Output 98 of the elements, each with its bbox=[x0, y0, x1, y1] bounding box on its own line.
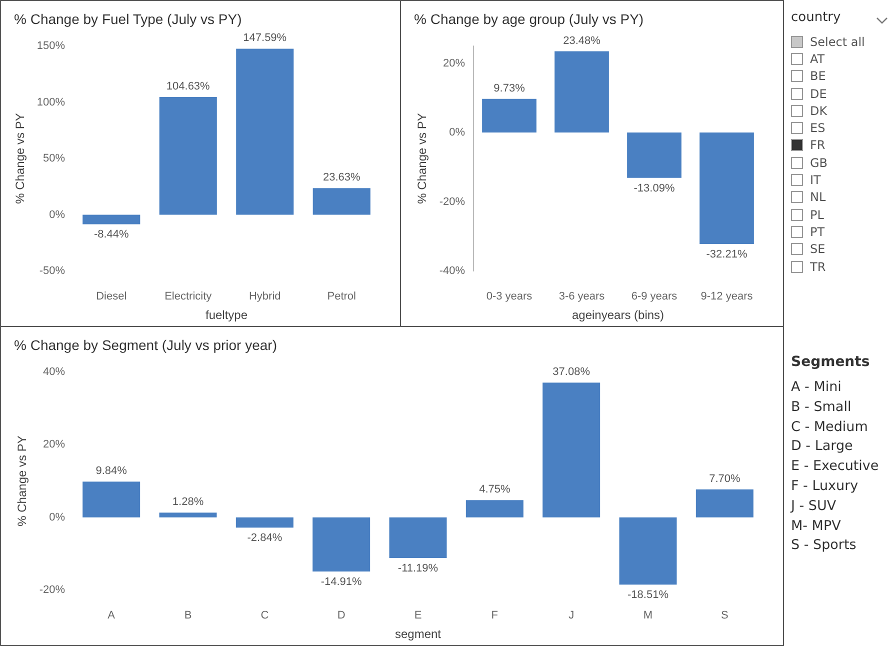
category-label: BE bbox=[810, 69, 826, 84]
data-label: 9.73% bbox=[494, 82, 526, 94]
y-tick-label: 0% bbox=[49, 208, 66, 221]
x-tick-label: D bbox=[337, 610, 346, 622]
x-tick-label: Hybrid bbox=[248, 290, 281, 302]
category-label: DK bbox=[810, 104, 828, 118]
category-label: Select all bbox=[810, 34, 865, 49]
bar bbox=[542, 382, 600, 518]
y-tick-label: 20% bbox=[442, 57, 466, 70]
category-label: DE bbox=[810, 86, 827, 101]
x-axis-title: segment bbox=[394, 627, 442, 641]
category-label: TR bbox=[810, 260, 826, 274]
bar bbox=[159, 97, 217, 215]
data-label: -2.84% bbox=[247, 532, 282, 544]
x-tick-label: S bbox=[720, 610, 728, 622]
text: M- MPV bbox=[791, 516, 842, 536]
x-tick-label: J bbox=[568, 610, 574, 622]
data-label: 104.63% bbox=[166, 80, 210, 93]
bar bbox=[82, 482, 140, 518]
x-tick-label: E bbox=[414, 610, 422, 622]
bar bbox=[312, 517, 370, 572]
x-tick-label: Petrol bbox=[327, 290, 356, 302]
bar bbox=[236, 517, 294, 528]
y-tick-label: -50% bbox=[39, 265, 66, 277]
category-label: SE bbox=[810, 242, 826, 256]
y-axis-title: % Change vs PY bbox=[12, 113, 27, 204]
y-axis-title: % Change vs PY bbox=[15, 436, 29, 526]
category-label: AT bbox=[810, 52, 825, 66]
data-label: 23.63% bbox=[322, 172, 360, 184]
chart-title: % Change by Segment (July vs prior year) bbox=[14, 337, 277, 353]
bar bbox=[159, 512, 217, 518]
x-tick-label: M bbox=[643, 610, 653, 622]
data-label: 23.48% bbox=[563, 34, 601, 47]
bar bbox=[700, 132, 754, 244]
y-tick-label: -40% bbox=[439, 265, 466, 277]
x-tick-label: Diesel bbox=[96, 290, 127, 302]
y-tick-label: 100% bbox=[36, 96, 66, 108]
y-tick-label: 150% bbox=[36, 40, 66, 52]
data-label: -13.09% bbox=[634, 182, 675, 194]
x-tick-label: 9-12 years bbox=[700, 290, 754, 302]
x-axis-title: ageinyears (bins) bbox=[572, 308, 664, 322]
bar bbox=[389, 517, 447, 558]
data-label: 1.28% bbox=[172, 496, 204, 508]
category-label: ES bbox=[810, 121, 826, 136]
y-axis-title: % Change vs PY bbox=[415, 113, 429, 204]
text: E - Executive bbox=[791, 457, 880, 476]
y-tick-label: 20% bbox=[42, 438, 66, 451]
text: country bbox=[791, 10, 841, 25]
x-tick-label: 0-3 years bbox=[486, 290, 533, 302]
x-tick-label: Electricity bbox=[164, 290, 212, 302]
bar bbox=[696, 489, 754, 518]
category-label: FR bbox=[810, 138, 826, 152]
text: J - SUV bbox=[791, 496, 838, 516]
y-tick-label: 0% bbox=[449, 126, 466, 139]
data-label: 4.75% bbox=[479, 484, 510, 496]
text: B - Small bbox=[791, 398, 852, 417]
text: C - Medium bbox=[791, 418, 869, 437]
category-label: IT bbox=[810, 173, 821, 188]
category-label: GB bbox=[810, 156, 828, 170]
bar bbox=[82, 214, 140, 224]
chart-title: % Change by Fuel Type (July vs PY) bbox=[14, 11, 242, 27]
data-label: -11.19% bbox=[398, 562, 438, 574]
bar bbox=[466, 500, 524, 518]
data-label: -14.91% bbox=[320, 576, 362, 588]
text: D - Large bbox=[791, 437, 854, 456]
category-label: PT bbox=[810, 224, 825, 239]
x-tick-label: C bbox=[260, 610, 269, 622]
data-label: 147.59% bbox=[243, 32, 287, 44]
x-tick-label: B bbox=[184, 610, 192, 622]
category-label: NL bbox=[810, 190, 826, 204]
y-tick-label: 0% bbox=[49, 511, 66, 524]
x-tick-label: 6-9 years bbox=[631, 290, 678, 302]
bar bbox=[619, 517, 677, 585]
text: Segments bbox=[791, 354, 870, 370]
y-tick-label: -20% bbox=[439, 196, 466, 208]
x-tick-label: F bbox=[491, 610, 498, 622]
x-tick-label: 3-6 years bbox=[558, 290, 606, 302]
x-tick-label: A bbox=[108, 610, 116, 622]
text: A - Mini bbox=[791, 378, 842, 397]
data-label: 9.84% bbox=[96, 465, 128, 478]
data-label: 37.08% bbox=[552, 366, 590, 378]
bar bbox=[554, 51, 609, 133]
y-tick-label: 40% bbox=[42, 366, 66, 378]
category-label: PL bbox=[810, 208, 824, 222]
y-tick-label: -20% bbox=[39, 584, 66, 596]
text: F - Luxury bbox=[791, 476, 860, 496]
chart-title: % Change by age group (July vs PY) bbox=[414, 11, 644, 27]
data-label: -8.44% bbox=[94, 228, 130, 241]
data-label: -18.51% bbox=[628, 589, 669, 602]
bar bbox=[312, 188, 370, 215]
y-tick-label: 50% bbox=[42, 152, 66, 164]
data-label: -32.21% bbox=[706, 248, 748, 261]
bar bbox=[627, 132, 682, 178]
bar bbox=[236, 48, 294, 215]
x-axis-title: fueltype bbox=[205, 308, 248, 322]
text: S - Sports bbox=[791, 536, 858, 556]
bar bbox=[482, 98, 536, 133]
data-label: 7.70% bbox=[709, 472, 740, 485]
